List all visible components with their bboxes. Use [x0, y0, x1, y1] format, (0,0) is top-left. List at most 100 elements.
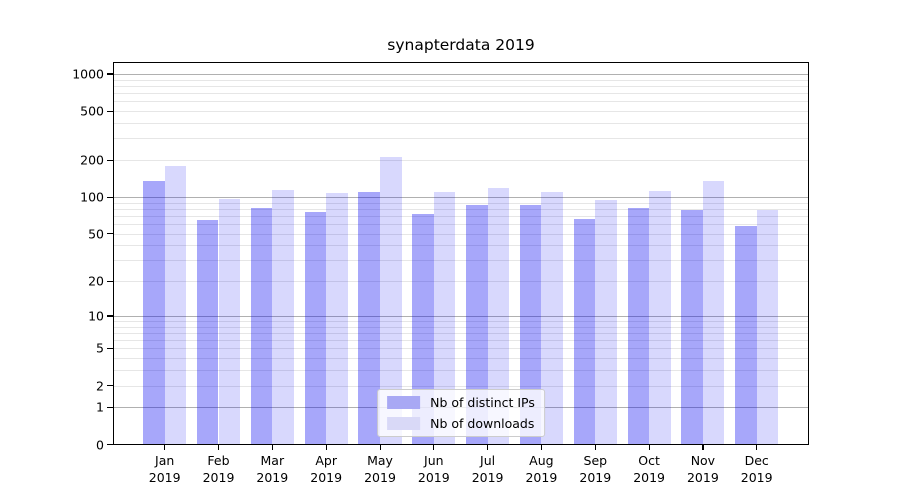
x-tick-label-dec: Dec 2019 — [741, 452, 773, 486]
bar-distinct-ips-aug — [519, 205, 542, 444]
gridline-minor — [114, 202, 808, 204]
y-tick-mark — [107, 159, 113, 161]
plot-area: Nb of distinct IPs Nb of downloads — [113, 62, 809, 445]
x-tick-month: Apr — [315, 453, 337, 468]
bar-downloads-nov — [702, 180, 725, 444]
gridline-minor — [114, 385, 808, 387]
x-tick-mark — [433, 445, 435, 450]
bar-distinct-ips-jan — [143, 181, 165, 444]
y-tick-label: 1 — [96, 399, 104, 415]
bar-downloads-dec — [756, 209, 779, 444]
x-tick-mark — [487, 445, 489, 450]
x-tick-month: Mar — [260, 453, 285, 468]
x-tick-month: Dec — [744, 453, 769, 468]
y-tick-label: 10 — [88, 308, 104, 324]
bar-distinct-ips-dec — [735, 226, 757, 444]
gridline-minor — [114, 326, 808, 328]
y-tick-label: 500 — [80, 103, 104, 119]
x-tick-year: 2019 — [686, 470, 719, 485]
y-tick-label: 100 — [80, 189, 104, 205]
x-tick-month: Jan — [155, 453, 175, 468]
y-tick-label: 2 — [96, 378, 104, 394]
x-tick-year: 2019 — [202, 470, 235, 485]
x-tick-year: 2019 — [471, 470, 504, 485]
gridline-minor — [114, 101, 808, 103]
x-tick-month: May — [367, 453, 393, 468]
y-tick-label: 0 — [96, 437, 104, 452]
bar-distinct-ips-jul — [466, 205, 488, 444]
bar-downloads-may — [380, 157, 402, 444]
x-tick-year: 2019 — [364, 470, 396, 485]
gridline-minor — [114, 138, 808, 140]
x-tick-label-jul: Jul 2019 — [472, 452, 504, 486]
x-tick-year: 2019 — [310, 470, 343, 485]
gridline-minor — [114, 333, 808, 334]
gridline-minor — [114, 233, 808, 235]
gridline-minor — [114, 79, 808, 81]
gridline-minor — [114, 224, 808, 225]
x-tick-label-jun: Jun 2019 — [418, 452, 450, 486]
y-tick-label: 1000 — [72, 66, 104, 82]
bar-distinct-ips-may — [358, 192, 380, 444]
y-tick-mark — [107, 385, 113, 387]
gridline-minor — [114, 260, 808, 262]
x-tick-month: Nov — [690, 453, 716, 468]
x-tick-year: 2019 — [148, 470, 181, 485]
gridline-minor — [114, 85, 808, 87]
y-tick-mark — [107, 233, 113, 235]
x-tick-label-aug: Aug 2019 — [525, 452, 557, 486]
gridline-minor — [114, 358, 808, 360]
gridline-minor — [114, 215, 808, 217]
x-tick-year: 2019 — [740, 470, 773, 485]
bar-distinct-ips-apr — [304, 211, 327, 444]
bar-distinct-ips-oct — [627, 207, 650, 444]
x-tick-label-nov: Nov 2019 — [687, 452, 719, 486]
bar-distinct-ips-sep — [573, 218, 596, 444]
bar-downloads-apr — [326, 192, 348, 444]
bar-downloads-mar — [272, 190, 294, 444]
gridline-minor — [114, 340, 808, 342]
x-tick-mark — [540, 445, 543, 450]
x-tick-mark — [218, 445, 220, 450]
x-tick-label-sep: Sep 2019 — [579, 452, 611, 486]
gridline-minor — [114, 321, 808, 322]
x-tick-label-feb: Feb 2019 — [203, 452, 235, 486]
gridline-minor — [114, 208, 808, 210]
gridline-minor — [114, 370, 808, 372]
x-tick-year: 2019 — [633, 470, 665, 485]
y-tick-mark — [107, 406, 113, 408]
y-tick-label: 200 — [80, 152, 104, 168]
bars-layer — [114, 63, 808, 444]
y-tick-label: 5 — [96, 340, 104, 356]
y-tick-mark — [107, 315, 113, 317]
gridline-major — [114, 315, 808, 317]
x-tick-mark — [379, 445, 381, 450]
y-tick-mark — [107, 280, 113, 282]
gridline-minor — [114, 281, 808, 283]
y-tick-mark — [107, 347, 113, 350]
x-tick-month: Jun — [424, 453, 444, 468]
gridline-minor — [114, 123, 808, 124]
bar-downloads-jul — [487, 188, 510, 444]
y-tick-mark — [107, 73, 113, 75]
x-tick-month: Jul — [480, 453, 496, 468]
y-tick-label: 50 — [88, 226, 104, 242]
x-tick-year: 2019 — [525, 470, 558, 485]
gridline-minor — [114, 93, 808, 95]
legend-item: Nb of distinct IPs — [387, 395, 535, 410]
gridline-minor — [114, 348, 808, 350]
x-tick-label-mar: Mar 2019 — [256, 452, 288, 486]
x-tick-month: Feb — [207, 453, 230, 468]
chart-title: synapterdata 2019 — [387, 36, 535, 54]
gridline-major — [114, 73, 808, 75]
y-tick-label: 20 — [88, 273, 104, 289]
x-tick-label-jan: Jan 2019 — [149, 452, 181, 486]
y-tick-mark — [107, 444, 113, 446]
legend-swatch-downloads — [387, 417, 421, 430]
x-tick-label-oct: Oct 2019 — [633, 452, 665, 486]
x-tick-year: 2019 — [579, 470, 612, 485]
bar-distinct-ips-jun — [412, 213, 434, 444]
gridline-major — [114, 197, 808, 198]
bar-downloads-jan — [164, 165, 187, 444]
